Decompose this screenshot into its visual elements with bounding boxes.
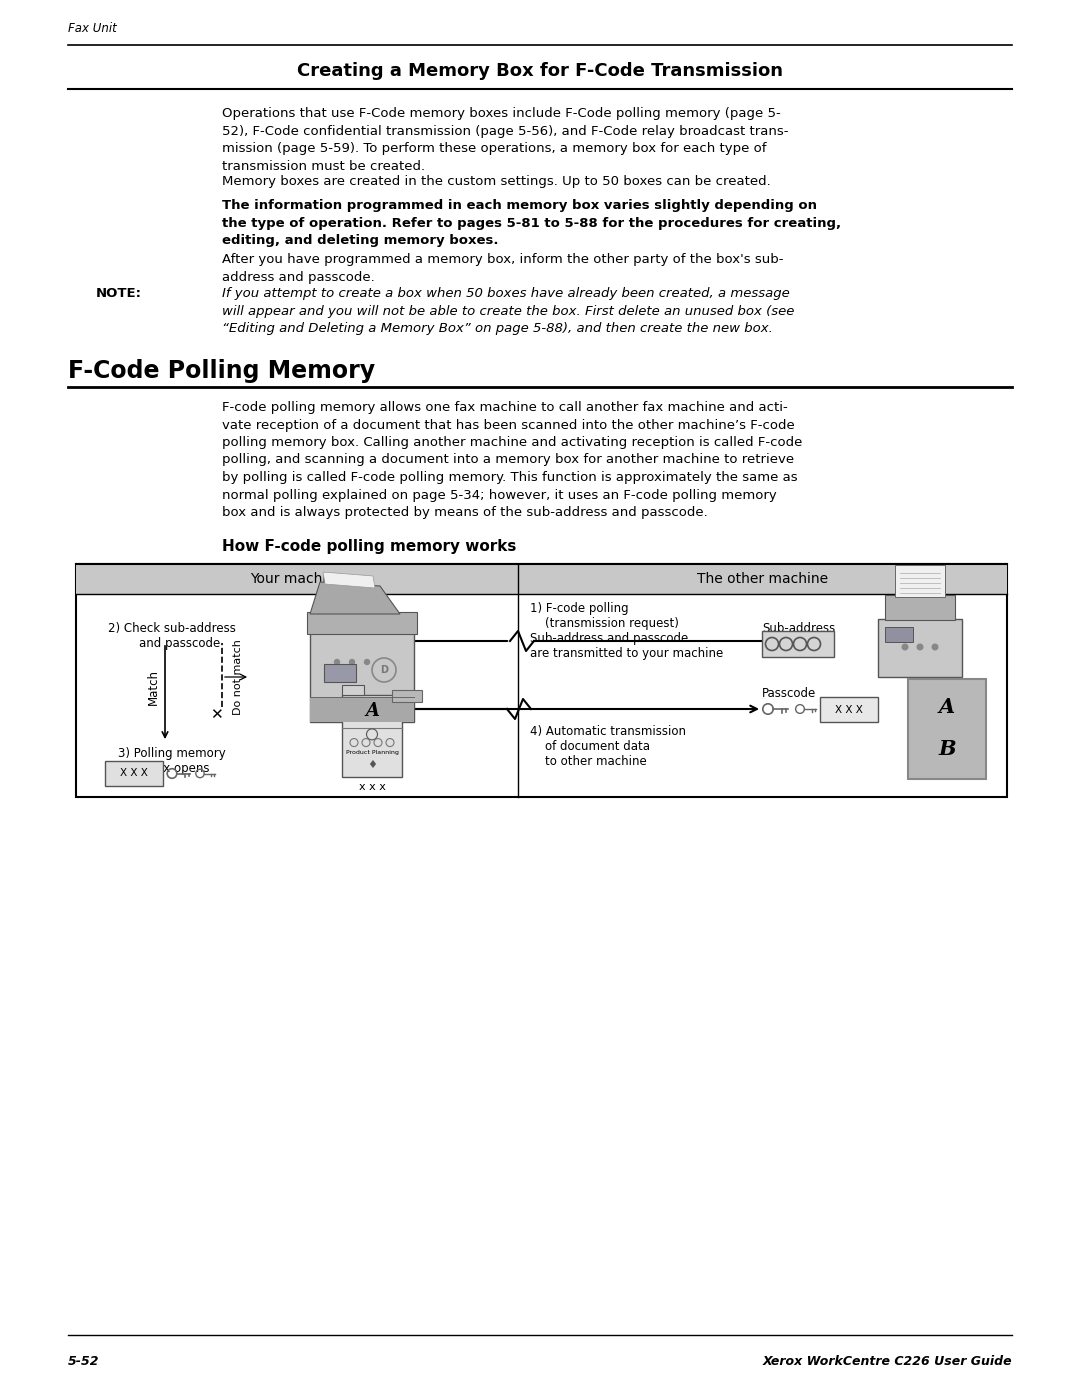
Text: Creating a Memory Box for F-Code Transmission: Creating a Memory Box for F-Code Transmi… xyxy=(297,61,783,80)
Bar xyxy=(76,564,1007,594)
Circle shape xyxy=(917,644,922,650)
FancyBboxPatch shape xyxy=(392,690,422,703)
Polygon shape xyxy=(323,571,375,588)
Bar xyxy=(105,761,163,787)
Text: Do not match: Do not match xyxy=(233,638,243,715)
Text: A: A xyxy=(365,703,379,721)
Text: Your machine: Your machine xyxy=(251,571,343,585)
Text: ✕: ✕ xyxy=(210,707,222,722)
Bar xyxy=(895,564,945,597)
Text: D: D xyxy=(380,665,388,675)
Circle shape xyxy=(350,659,354,665)
Text: How F-code polling memory works: How F-code polling memory works xyxy=(222,539,516,555)
Bar xyxy=(820,697,878,722)
Bar xyxy=(310,631,414,722)
Bar xyxy=(342,694,402,777)
Text: The information programmed in each memory box varies slightly depending on
the t: The information programmed in each memor… xyxy=(222,198,841,247)
Circle shape xyxy=(365,659,369,665)
Text: 2) Check sub-address
    and passcode: 2) Check sub-address and passcode xyxy=(108,622,235,650)
Bar xyxy=(885,595,955,620)
Text: Sub-address: Sub-address xyxy=(762,622,835,636)
Text: Fax Unit: Fax Unit xyxy=(68,22,117,35)
Text: x x x: x x x xyxy=(359,782,386,792)
Circle shape xyxy=(335,659,339,665)
Bar xyxy=(324,664,356,682)
Text: X X X: X X X xyxy=(835,704,863,714)
Text: NOTE:: NOTE: xyxy=(96,286,141,300)
Text: Product Planning: Product Planning xyxy=(346,750,399,754)
Bar xyxy=(878,619,962,678)
Text: ♦: ♦ xyxy=(367,760,377,770)
Text: 1) F-code polling
    (transmission request)
Sub-address and passcode
are transm: 1) F-code polling (transmission request)… xyxy=(530,602,724,659)
Bar xyxy=(885,627,913,643)
Text: 5-52: 5-52 xyxy=(68,1355,99,1368)
Text: F-code polling memory allows one fax machine to call another fax machine and act: F-code polling memory allows one fax mac… xyxy=(222,401,802,520)
Bar xyxy=(310,697,414,722)
Bar xyxy=(908,679,986,780)
Text: 4) Automatic transmission
    of document data
    to other machine: 4) Automatic transmission of document da… xyxy=(530,725,686,768)
Text: Memory boxes are created in the custom settings. Up to 50 boxes can be created.: Memory boxes are created in the custom s… xyxy=(222,175,771,189)
Text: Match: Match xyxy=(147,669,160,705)
Text: The other machine: The other machine xyxy=(697,571,828,585)
Text: X X X: X X X xyxy=(120,768,148,778)
Text: Xerox WorkCentre C226 User Guide: Xerox WorkCentre C226 User Guide xyxy=(762,1355,1012,1368)
Text: A: A xyxy=(939,697,955,717)
Polygon shape xyxy=(307,612,417,634)
Text: Passcode: Passcode xyxy=(762,687,816,700)
Text: If you attempt to create a box when 50 boxes have already been created, a messag: If you attempt to create a box when 50 b… xyxy=(222,286,795,335)
Circle shape xyxy=(902,644,908,650)
Text: Operations that use F-Code memory boxes include F-Code polling memory (page 5-
5: Operations that use F-Code memory boxes … xyxy=(222,108,788,172)
Text: F-Code Polling Memory: F-Code Polling Memory xyxy=(68,359,375,383)
Text: 3) Polling memory
    box opens: 3) Polling memory box opens xyxy=(118,747,226,775)
Bar xyxy=(342,685,364,694)
Polygon shape xyxy=(310,583,400,615)
Bar xyxy=(76,564,1007,798)
Bar xyxy=(762,631,834,657)
Text: After you have programmed a memory box, inform the other party of the box's sub-: After you have programmed a memory box, … xyxy=(222,253,783,284)
Text: B: B xyxy=(939,739,956,759)
Circle shape xyxy=(932,644,937,650)
